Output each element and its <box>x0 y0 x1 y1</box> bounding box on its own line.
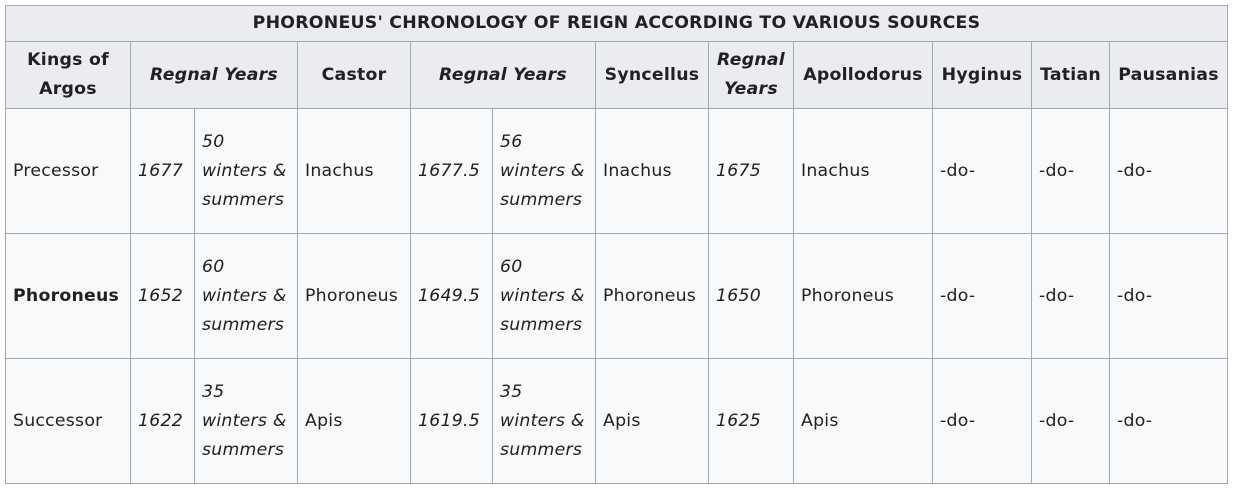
pausanias-cell: -do- <box>1109 108 1228 234</box>
reign-length-cell: 60 winters & summers <box>492 233 596 359</box>
hyginus-cell: -do- <box>932 233 1032 359</box>
apollodorus-cell: Phoroneus <box>793 233 933 359</box>
regnal-year-cell: 1675 <box>708 108 794 234</box>
header-castor: Castor <box>297 41 411 109</box>
header-tatian: Tatian <box>1031 41 1110 109</box>
syncellus-cell: Phoroneus <box>595 233 709 359</box>
header-syncellus: Syncellus <box>595 41 709 109</box>
regnal-year-cell: 1625 <box>708 358 794 484</box>
reign-length-cell: 60 winters & summers <box>194 233 298 359</box>
table-row: Successor 1622 35 winters & summers Apis… <box>5 358 1228 484</box>
reign-length-cell: 35 winters & summers <box>194 358 298 484</box>
castor-cell: Apis <box>297 358 411 484</box>
syncellus-cell: Inachus <box>595 108 709 234</box>
regnal-year-cell: 1619.5 <box>410 358 493 484</box>
table-row: Phoroneus 1652 60 winters & summers Phor… <box>5 233 1228 359</box>
header-regnal-years-2: Regnal Years <box>410 41 596 109</box>
castor-cell: Inachus <box>297 108 411 234</box>
syncellus-cell: Apis <box>595 358 709 484</box>
castor-cell: Phoroneus <box>297 233 411 359</box>
king-cell: Precessor <box>5 108 131 234</box>
tatian-cell: -do- <box>1031 233 1110 359</box>
pausanias-cell: -do- <box>1109 358 1228 484</box>
table-title: PHORONEUS' CHRONOLOGY OF REIGN ACCORDING… <box>5 5 1228 42</box>
reign-length-cell: 50 winters & summers <box>194 108 298 234</box>
table-row: Precessor 1677 50 winters & summers Inac… <box>5 108 1228 234</box>
header-apollodorus: Apollodorus <box>793 41 933 109</box>
regnal-year-cell: 1677 <box>130 108 195 234</box>
reign-length-cell: 56 winters & summers <box>492 108 596 234</box>
header-pausanias: Pausanias <box>1109 41 1228 109</box>
regnal-year-cell: 1652 <box>130 233 195 359</box>
chronology-table: PHORONEUS' CHRONOLOGY OF REIGN ACCORDING… <box>5 5 1228 484</box>
header-regnal-years-1: Regnal Years <box>130 41 298 109</box>
apollodorus-cell: Apis <box>793 358 933 484</box>
king-cell: Successor <box>5 358 131 484</box>
pausanias-cell: -do- <box>1109 233 1228 359</box>
regnal-year-cell: 1677.5 <box>410 108 493 234</box>
header-kings-of-argos: Kings of Argos <box>5 41 131 109</box>
regnal-year-cell: 1649.5 <box>410 233 493 359</box>
tatian-cell: -do- <box>1031 108 1110 234</box>
reign-length-cell: 35 winters & summers <box>492 358 596 484</box>
king-cell: Phoroneus <box>5 233 131 359</box>
apollodorus-cell: Inachus <box>793 108 933 234</box>
tatian-cell: -do- <box>1031 358 1110 484</box>
header-regnal-years-3: Regnal Years <box>708 41 794 109</box>
hyginus-cell: -do- <box>932 108 1032 234</box>
regnal-year-cell: 1622 <box>130 358 195 484</box>
hyginus-cell: -do- <box>932 358 1032 484</box>
regnal-year-cell: 1650 <box>708 233 794 359</box>
header-hyginus: Hyginus <box>932 41 1032 109</box>
